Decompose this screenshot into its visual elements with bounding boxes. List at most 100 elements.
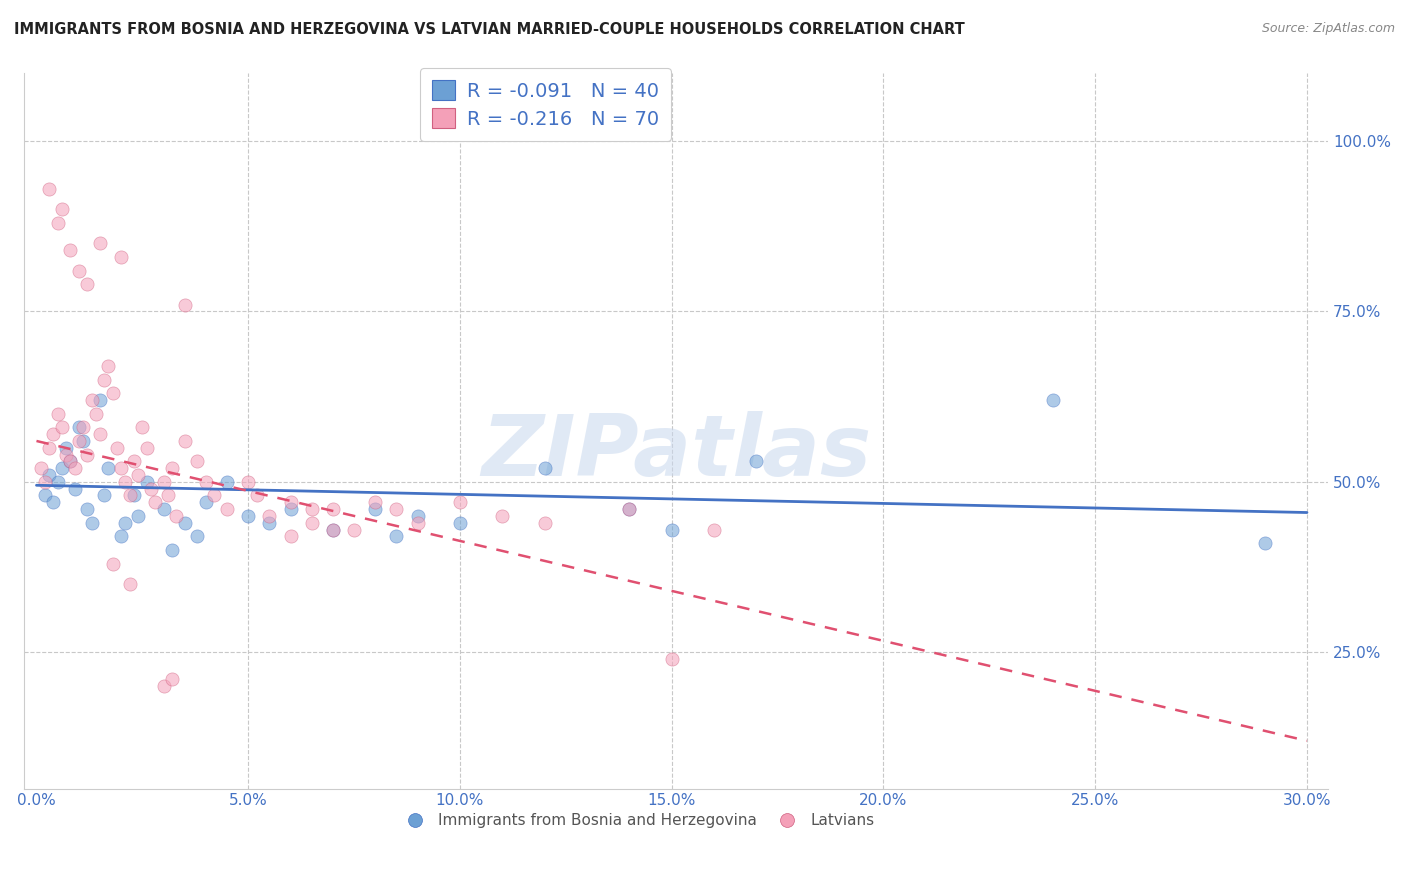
Point — [259, 508, 281, 523]
Point — [127, 468, 149, 483]
Point — [238, 475, 260, 489]
Point — [42, 427, 65, 442]
Point — [59, 454, 82, 468]
Point — [118, 488, 141, 502]
Point — [160, 543, 183, 558]
Point — [301, 502, 323, 516]
Point — [93, 373, 115, 387]
Point — [55, 448, 77, 462]
Point — [89, 236, 111, 251]
Point — [67, 420, 90, 434]
Point — [76, 448, 98, 462]
Point — [322, 523, 344, 537]
Point — [101, 557, 124, 571]
Point — [97, 461, 120, 475]
Point — [122, 454, 145, 468]
Point — [215, 475, 238, 489]
Point — [156, 488, 179, 502]
Point — [280, 502, 302, 516]
Point — [46, 407, 69, 421]
Point — [46, 475, 69, 489]
Point — [80, 393, 103, 408]
Point — [186, 454, 208, 468]
Point — [38, 468, 60, 483]
Point — [280, 495, 302, 509]
Point — [186, 529, 208, 543]
Point — [59, 454, 82, 468]
Point — [533, 516, 555, 530]
Point — [491, 508, 513, 523]
Point — [131, 420, 153, 434]
Point — [34, 488, 56, 502]
Point — [93, 488, 115, 502]
Point — [160, 461, 183, 475]
Point — [661, 523, 683, 537]
Point — [364, 502, 387, 516]
Point — [152, 475, 174, 489]
Point — [51, 420, 73, 434]
Point — [110, 529, 132, 543]
Point — [76, 277, 98, 292]
Point — [139, 482, 162, 496]
Point — [406, 508, 429, 523]
Point — [67, 263, 90, 277]
Point — [406, 516, 429, 530]
Point — [385, 529, 408, 543]
Point — [97, 359, 120, 373]
Point — [76, 502, 98, 516]
Point — [135, 475, 157, 489]
Point — [51, 461, 73, 475]
Point — [114, 475, 136, 489]
Point — [259, 516, 281, 530]
Point — [160, 673, 183, 687]
Point — [42, 495, 65, 509]
Point — [173, 298, 195, 312]
Point — [238, 508, 260, 523]
Point — [38, 182, 60, 196]
Point — [63, 461, 86, 475]
Point — [72, 420, 94, 434]
Point — [127, 508, 149, 523]
Point — [67, 434, 90, 448]
Point — [215, 502, 238, 516]
Point — [194, 495, 217, 509]
Point — [34, 475, 56, 489]
Point — [59, 243, 82, 257]
Point — [246, 488, 269, 502]
Point — [135, 441, 157, 455]
Point — [322, 502, 344, 516]
Point — [533, 461, 555, 475]
Text: IMMIGRANTS FROM BOSNIA AND HERZEGOVINA VS LATVIAN MARRIED-COUPLE HOUSEHOLDS CORR: IMMIGRANTS FROM BOSNIA AND HERZEGOVINA V… — [14, 22, 965, 37]
Point — [55, 441, 77, 455]
Point — [101, 386, 124, 401]
Point — [110, 250, 132, 264]
Point — [173, 434, 195, 448]
Point — [202, 488, 225, 502]
Point — [661, 652, 683, 666]
Point — [1253, 536, 1275, 550]
Point — [38, 441, 60, 455]
Point — [173, 516, 195, 530]
Point — [105, 441, 128, 455]
Point — [89, 393, 111, 408]
Point — [619, 502, 641, 516]
Point — [619, 502, 641, 516]
Point — [51, 202, 73, 217]
Point — [122, 488, 145, 502]
Point — [1042, 393, 1064, 408]
Point — [152, 679, 174, 693]
Point — [46, 216, 69, 230]
Point — [114, 516, 136, 530]
Point — [84, 407, 107, 421]
Point — [194, 475, 217, 489]
Point — [364, 495, 387, 509]
Legend: Immigrants from Bosnia and Herzegovina, Latvians: Immigrants from Bosnia and Herzegovina, … — [394, 807, 880, 835]
Point — [449, 495, 471, 509]
Point — [118, 577, 141, 591]
Point — [72, 434, 94, 448]
Point — [385, 502, 408, 516]
Point — [110, 461, 132, 475]
Point — [63, 482, 86, 496]
Point — [449, 516, 471, 530]
Point — [152, 502, 174, 516]
